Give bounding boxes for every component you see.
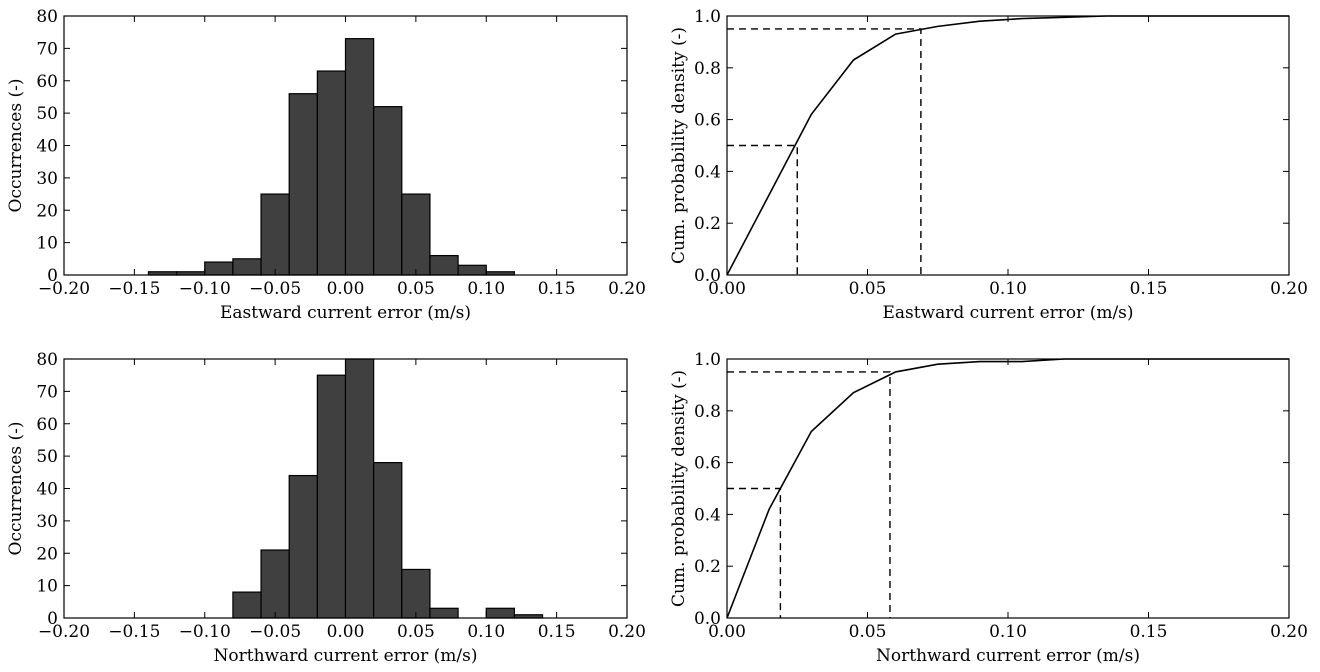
quantile-guide-line	[727, 144, 798, 275]
x-axis-label: Eastward current error (m/s)	[882, 303, 1133, 323]
x-tick-label: 0.20	[1270, 622, 1308, 642]
axes-frame	[726, 15, 1290, 276]
histogram-bar	[260, 193, 290, 276]
quantile-guide-line	[727, 28, 922, 275]
axes-frame	[726, 358, 1290, 619]
x-tick-label: 0.10	[989, 622, 1027, 642]
x-tick-label: 0.15	[538, 622, 576, 642]
x-tick-label: 0.05	[849, 622, 887, 642]
y-tick-label: 30	[36, 169, 58, 189]
x-tick-label: 0.20	[1270, 279, 1308, 299]
y-tick-label: 20	[36, 544, 58, 564]
y-tick-label: 0.2	[694, 214, 721, 234]
x-tick-label: −0.05	[249, 622, 301, 642]
histogram-bar	[457, 264, 487, 276]
y-tick-label: 50	[36, 447, 58, 467]
histogram-northward-error: −0.20 −0.15 −0.10 −0.05 0.00 0.05 0.10 0.15 0.20…	[6, 350, 646, 666]
y-tick-label: 60	[36, 72, 58, 92]
y-tick-label: 80	[36, 7, 58, 27]
x-tick-label: 0.10	[467, 622, 505, 642]
x-tick-label: 0.10	[989, 279, 1027, 299]
x-tick-label: 0.00	[327, 279, 365, 299]
histogram-bar	[316, 70, 347, 276]
histogram-bar	[260, 549, 290, 619]
y-tick-label: 70	[36, 39, 58, 59]
histogram-bar	[373, 462, 403, 619]
x-tick-label: 0.20	[608, 279, 646, 299]
x-tick-label: 0.15	[538, 279, 576, 299]
y-tick-label: 1.0	[694, 350, 721, 370]
cdf-line	[726, 15, 1289, 276]
y-tick-label: 30	[36, 512, 58, 532]
y-tick-label: 0.6	[694, 454, 721, 474]
y-axis-label: Occurrences (-)	[6, 422, 26, 556]
x-tick-label: 0.15	[1130, 622, 1168, 642]
x-tick-label: 0.05	[397, 622, 435, 642]
x-axis-label: Northward current error (m/s)	[876, 646, 1140, 666]
histogram-bar	[288, 474, 318, 619]
y-tick-label: 0.0	[694, 609, 721, 629]
quantile-guide-line	[727, 371, 891, 618]
x-axis-label: Eastward current error (m/s)	[220, 303, 471, 323]
y-tick-label: 0.8	[694, 59, 721, 79]
x-tick-label: −0.20	[38, 622, 90, 642]
histogram-bar	[232, 591, 262, 619]
y-tick-label: 40	[36, 137, 58, 157]
histogram-bar	[401, 193, 431, 276]
x-tick-label: 0.00	[327, 622, 365, 642]
y-axis-label: Occurrences (-)	[6, 79, 26, 213]
y-tick-label: 0.4	[694, 162, 721, 182]
histogram-bar	[373, 106, 403, 276]
histogram-bar	[429, 254, 459, 276]
x-tick-label: 0.10	[467, 279, 505, 299]
y-tick-label: 1.0	[694, 7, 721, 27]
y-tick-label: 0	[47, 266, 58, 286]
x-tick-label: 0.00	[708, 279, 746, 299]
y-tick-label: 0.6	[694, 111, 721, 131]
y-tick-label: 70	[36, 382, 58, 402]
x-tick-label: −0.10	[179, 622, 231, 642]
histogram-eastward-error: −0.20 −0.15 −0.10 −0.05 0.00 0.05 0.10 0.15 0.20…	[6, 7, 646, 323]
y-tick-label: 10	[36, 577, 58, 597]
x-tick-label: −0.10	[179, 279, 231, 299]
x-axis-label: Northward current error (m/s)	[214, 646, 478, 666]
y-tick-label: 20	[36, 201, 58, 221]
histogram-bar	[401, 568, 431, 619]
y-tick-label: 50	[36, 104, 58, 124]
histogram-bar	[232, 258, 262, 276]
x-tick-label: 0.20	[608, 622, 646, 642]
x-tick-label: 0.00	[708, 622, 746, 642]
y-tick-label: 10	[36, 234, 58, 254]
histogram-bar	[316, 374, 347, 619]
histogram-bar	[288, 93, 318, 276]
cdf-line	[726, 358, 1289, 619]
y-tick-label: 60	[36, 415, 58, 435]
x-tick-label: −0.20	[38, 279, 90, 299]
y-tick-label: 0.4	[694, 505, 721, 525]
histogram-bar	[344, 38, 375, 276]
cdf-northward-error: 0.00 0.05 0.10 0.15 0.20 0.0 0.2 0.4 0.6 0.8 1.0 No…	[669, 350, 1308, 666]
x-tick-label: −0.15	[108, 622, 160, 642]
y-axis-label: Cum. probability density (-)	[669, 27, 689, 264]
histogram-bar	[344, 358, 375, 619]
histogram-bar	[485, 607, 515, 619]
y-tick-label: 0	[47, 609, 58, 629]
y-tick-label: 0.8	[694, 402, 721, 422]
x-tick-label: −0.15	[108, 279, 160, 299]
x-tick-label: 0.05	[849, 279, 887, 299]
y-axis-label: Cum. probability density (-)	[669, 370, 689, 607]
histogram-bar	[204, 261, 234, 276]
y-tick-label: 0.0	[694, 266, 721, 286]
x-tick-label: 0.15	[1130, 279, 1168, 299]
cdf-eastward-error: 0.00 0.05 0.10 0.15 0.20 0.0 0.2 0.4 0.6 0.8 1.0 Ea…	[669, 7, 1308, 323]
histogram-bar	[429, 607, 459, 619]
x-tick-label: 0.05	[397, 279, 435, 299]
y-tick-label: 40	[36, 480, 58, 500]
x-tick-label: −0.05	[249, 279, 301, 299]
y-tick-label: 80	[36, 350, 58, 370]
y-tick-label: 0.2	[694, 557, 721, 577]
